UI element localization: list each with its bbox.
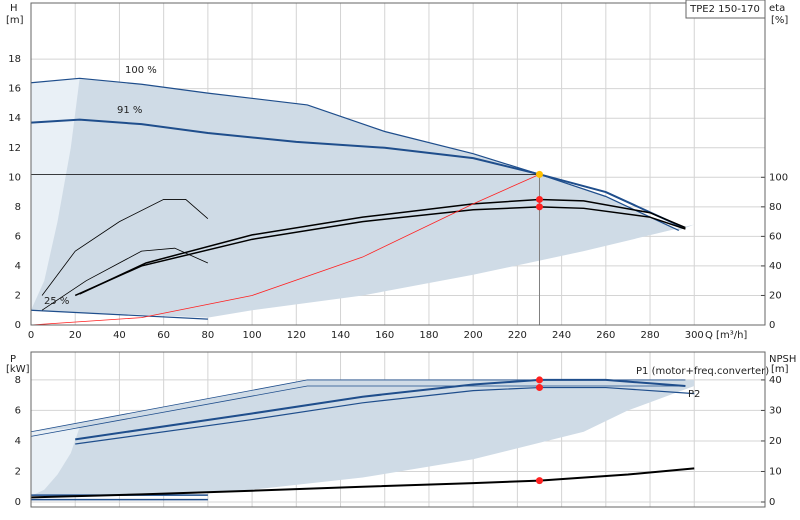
y2-axis-label: NPSH: [769, 354, 796, 365]
plot: [31, 352, 765, 507]
x-tick-label: 280: [640, 330, 659, 341]
x-tick-label: 200: [464, 330, 483, 341]
operating-range: [31, 427, 80, 496]
curve-label: P1 (motor+freq.converter): [636, 366, 769, 377]
y-tick-label: 16: [8, 84, 21, 95]
operating-range: [31, 379, 695, 496]
y-tick-label: 4: [15, 261, 21, 272]
y2-tick-label: 60: [769, 231, 782, 242]
y2-tick-label: 0: [769, 497, 775, 508]
y2-tick-label: 40: [769, 375, 782, 386]
curve: [31, 309, 208, 320]
y2-axis-unit: [m]: [771, 364, 789, 375]
curve: [31, 467, 695, 499]
y2-tick-label: 80: [769, 202, 782, 213]
duty-point: [535, 203, 543, 211]
curve: [31, 385, 686, 437]
curve-label: P2: [688, 389, 700, 400]
duty-point: [535, 477, 543, 485]
duty-point: [535, 170, 543, 178]
y2-axis-unit: [%]: [771, 15, 788, 26]
title-box: [685, 0, 766, 19]
curve: [31, 173, 540, 325]
curve-label: 100 %: [125, 65, 157, 76]
x-tick-label: 140: [331, 330, 350, 341]
y2-tick-label: 0: [769, 320, 775, 331]
y-axis-unit: [m]: [6, 15, 24, 26]
y-tick-label: 6: [15, 405, 21, 416]
y-tick-label: 10: [8, 172, 21, 183]
curve: [31, 77, 680, 232]
x-tick-label: 240: [552, 330, 571, 341]
y-tick-label: 14: [8, 113, 21, 124]
x-tick-label: 60: [157, 330, 170, 341]
duty-point: [535, 384, 543, 392]
curve-label: 91 %: [117, 105, 142, 116]
x-tick-label: 300: [685, 330, 704, 341]
chart-title: TPE2 150-170: [689, 4, 760, 15]
x-tick-label: 100: [243, 330, 262, 341]
curve: [31, 118, 684, 229]
y2-tick-label: 100: [769, 172, 788, 183]
y-tick-label: 8: [15, 202, 21, 213]
curve: [74, 206, 686, 297]
plot: [31, 3, 765, 325]
y2-tick-label: 10: [769, 466, 782, 477]
x-axis-label: Q [m³/h]: [705, 330, 747, 341]
x-tick-label: 160: [375, 330, 394, 341]
y-axis-label: H: [10, 3, 18, 14]
x-tick-label: 0: [28, 330, 34, 341]
y-tick-label: 0: [15, 320, 21, 331]
y2-tick-label: 20: [769, 290, 782, 301]
x-tick-label: 260: [596, 330, 615, 341]
curve: [75, 386, 695, 445]
y-tick-label: 2: [15, 290, 21, 301]
duty-point: [535, 195, 543, 203]
y-axis-label: P: [10, 354, 16, 365]
y-tick-label: 18: [8, 54, 21, 65]
x-tick-label: 80: [202, 330, 215, 341]
curve: [75, 378, 686, 441]
y2-axis-label: eta: [769, 3, 785, 14]
y-tick-label: 0: [15, 497, 21, 508]
x-tick-label: 180: [419, 330, 438, 341]
y2-tick-label: 20: [769, 436, 782, 447]
x-tick-label: 220: [508, 330, 527, 341]
curve-label: 25 %: [44, 296, 69, 307]
x-tick-label: 120: [287, 330, 306, 341]
y-tick-label: 12: [8, 143, 21, 154]
y2-tick-label: 40: [769, 261, 782, 272]
x-tick-label: 20: [69, 330, 82, 341]
y-tick-label: 8: [15, 375, 21, 386]
x-tick-label: 40: [113, 330, 126, 341]
y-tick-label: 4: [15, 436, 21, 447]
y-tick-label: 2: [15, 466, 21, 477]
y-axis-unit: [kW]: [6, 364, 30, 375]
curve: [41, 247, 209, 311]
plot-frame: [30, 2, 766, 326]
y2-tick-label: 30: [769, 405, 782, 416]
y-tick-label: 6: [15, 231, 21, 242]
operating-range: [31, 78, 80, 311]
plot-frame: [30, 351, 766, 508]
curve: [41, 199, 209, 296]
duty-point: [535, 376, 543, 384]
